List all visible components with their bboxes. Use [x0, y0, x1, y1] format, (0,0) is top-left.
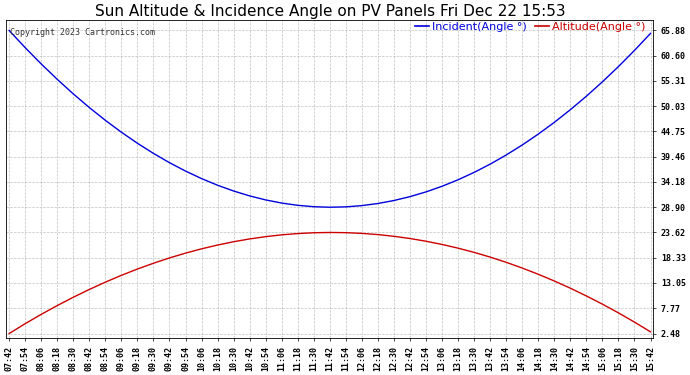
Legend: Incident(Angle °), Altitude(Angle °): Incident(Angle °), Altitude(Angle °) [411, 17, 650, 36]
Title: Sun Altitude & Incidence Angle on PV Panels Fri Dec 22 15:53: Sun Altitude & Incidence Angle on PV Pan… [95, 4, 565, 19]
Text: Copyright 2023 Cartronics.com: Copyright 2023 Cartronics.com [10, 28, 155, 37]
